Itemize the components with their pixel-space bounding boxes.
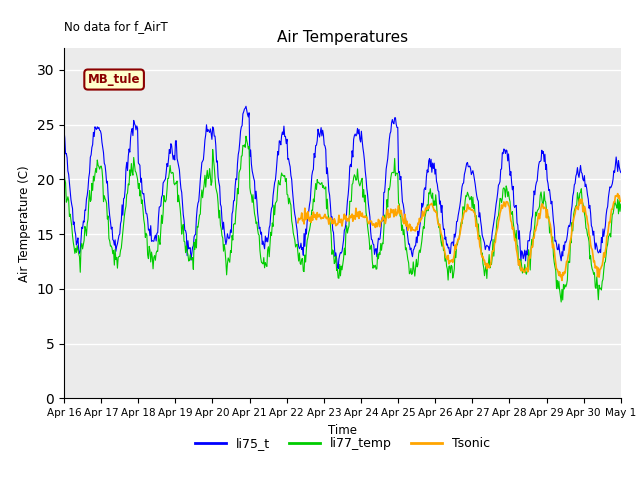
Legend: li75_t, li77_temp, Tsonic: li75_t, li77_temp, Tsonic <box>189 432 495 455</box>
Tsonic <box>426 202 434 207</box>
Line: li77_temp: li77_temp <box>64 136 621 302</box>
li75_t <box>184 238 192 244</box>
li75_t <box>127 129 135 134</box>
li75_t <box>428 169 436 175</box>
li77_temp <box>60 169 68 175</box>
li75_t <box>70 219 78 225</box>
li75_t <box>617 169 625 175</box>
li75_t <box>334 266 342 272</box>
li77_temp <box>70 244 78 250</box>
li75_t <box>242 103 250 109</box>
li77_temp <box>214 192 221 197</box>
li75_t <box>412 243 419 249</box>
Text: No data for f_AirT: No data for f_AirT <box>64 20 168 33</box>
li77_temp <box>411 273 419 279</box>
Text: MB_tule: MB_tule <box>88 73 140 86</box>
li77_temp <box>617 201 625 207</box>
li77_temp <box>557 299 565 305</box>
li75_t <box>60 127 68 133</box>
Line: Tsonic: Tsonic <box>298 193 621 280</box>
Line: li75_t: li75_t <box>64 106 621 269</box>
li77_temp <box>428 193 435 199</box>
Title: Air Temperatures: Air Temperatures <box>277 30 408 46</box>
Tsonic <box>410 227 418 233</box>
Y-axis label: Air Temperature (C): Air Temperature (C) <box>18 165 31 281</box>
li77_temp <box>184 252 192 257</box>
X-axis label: Time: Time <box>328 424 357 437</box>
li77_temp <box>127 161 135 167</box>
li75_t <box>214 158 221 164</box>
Tsonic <box>617 198 625 204</box>
li77_temp <box>242 133 250 139</box>
